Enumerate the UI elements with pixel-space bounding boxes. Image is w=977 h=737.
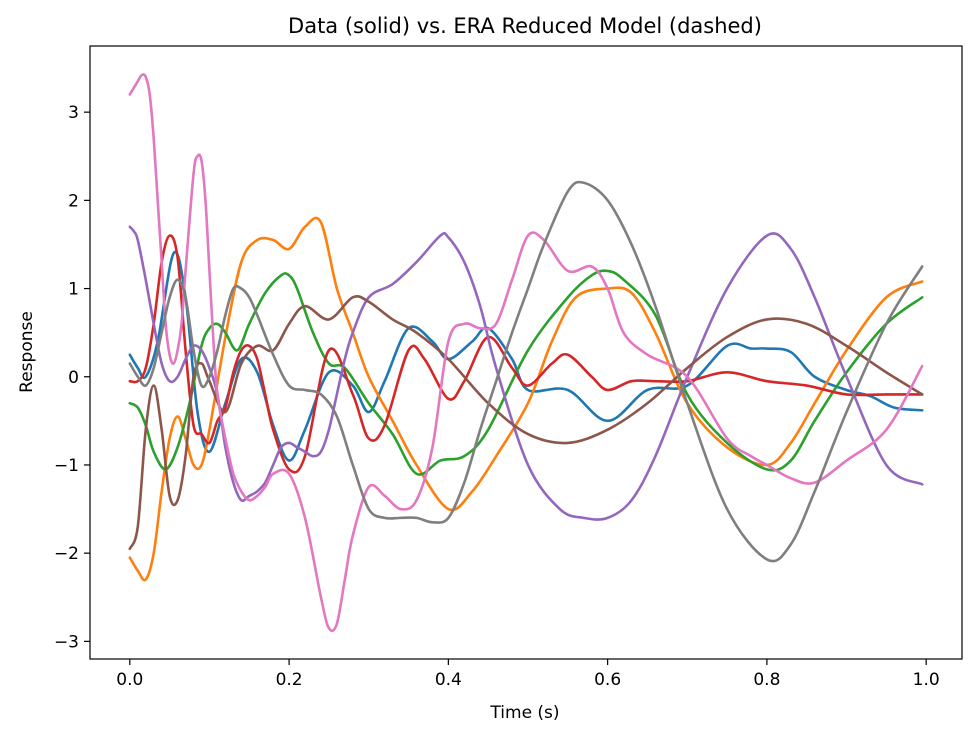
x-axis-label: Time (s) xyxy=(489,703,559,723)
series-line-7 xyxy=(128,73,924,633)
y-axis-ticks: −3 −2 −1 0 1 2 3 xyxy=(54,103,90,652)
x-tick-label: 0.4 xyxy=(435,670,462,690)
series-line-8 xyxy=(128,180,924,563)
series-line-4 xyxy=(128,234,924,474)
x-tick-label: 1.0 xyxy=(913,670,940,690)
x-tick-label: 0.2 xyxy=(276,670,303,690)
y-tick-label: 0 xyxy=(68,368,79,388)
series-layer xyxy=(128,73,924,633)
series-line-5 xyxy=(128,225,924,521)
chart-title: Data (solid) vs. ERA Reduced Model (dash… xyxy=(288,14,762,38)
plot-area xyxy=(89,45,963,660)
y-tick-label: 2 xyxy=(68,191,79,211)
x-tick-label: 0.6 xyxy=(594,670,621,690)
y-tick-label: −2 xyxy=(54,544,79,564)
y-axis-label: Response xyxy=(17,311,37,393)
series-line-1 xyxy=(128,250,924,462)
x-axis-ticks: 0.0 0.2 0.4 0.6 0.8 1.0 xyxy=(116,659,940,690)
x-tick-label: 0.8 xyxy=(753,670,780,690)
x-tick-label: 0.0 xyxy=(116,670,143,690)
y-tick-label: 3 xyxy=(68,103,79,123)
axes-frame xyxy=(89,45,963,660)
series-line-6 xyxy=(128,295,924,551)
y-tick-label: −1 xyxy=(54,456,79,476)
y-tick-label: −3 xyxy=(54,632,79,652)
y-tick-label: 1 xyxy=(68,280,79,300)
